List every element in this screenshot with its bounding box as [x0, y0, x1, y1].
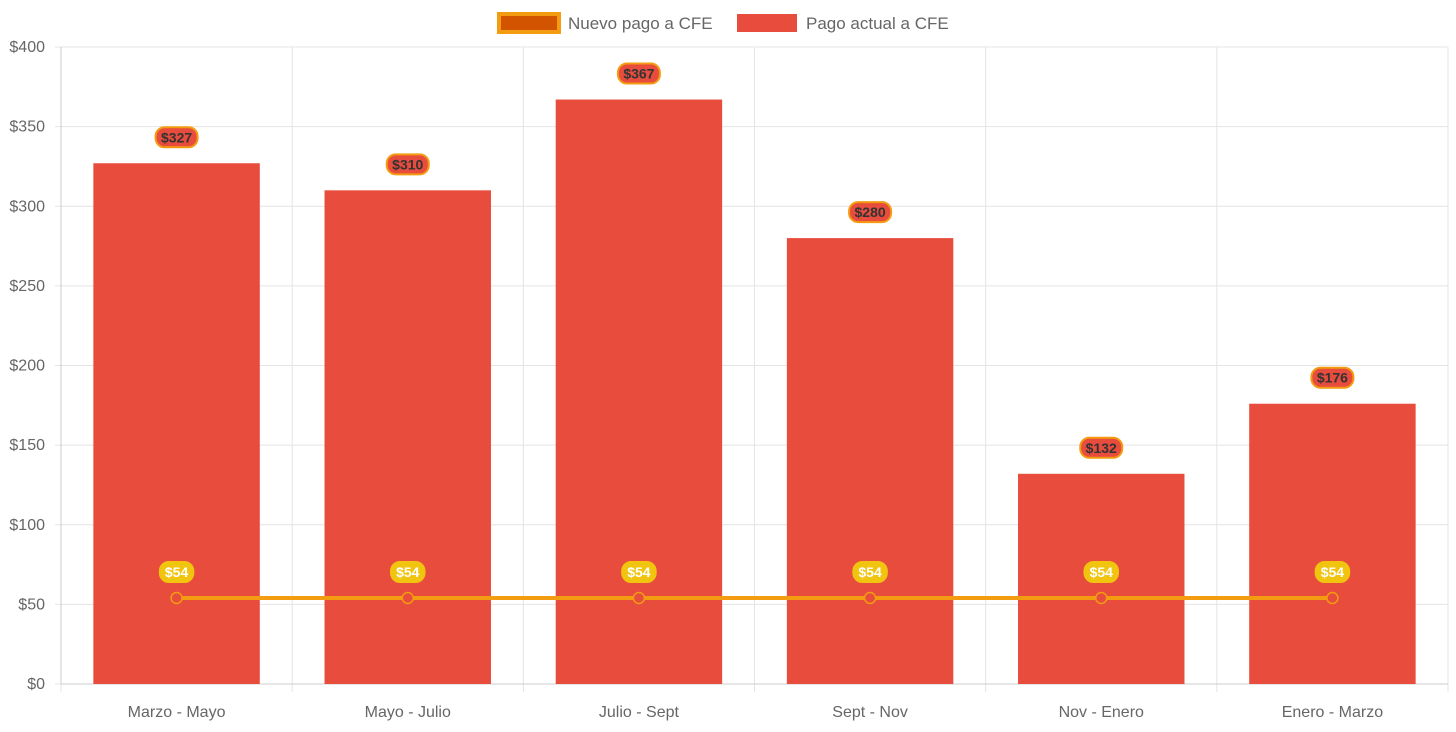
bar-data-label-bg: [1310, 366, 1355, 389]
line-data-label-bg: [621, 561, 657, 584]
y-tick-label: $100: [9, 517, 45, 534]
bar-data-label: $327: [161, 129, 192, 145]
line-data-label-bg: [1083, 561, 1119, 584]
line-data-label: $54: [165, 564, 189, 580]
line-data-label: $54: [1321, 564, 1345, 580]
y-tick-label: $150: [9, 437, 45, 454]
y-tick-label: $250: [9, 278, 45, 295]
bar-data-label: $310: [392, 156, 423, 172]
x-tick-label: Mayo - Julio: [365, 704, 451, 721]
line-point: [1326, 591, 1339, 605]
legend-swatch-actual: [737, 14, 797, 32]
line-data-label-bg: [390, 561, 426, 584]
bar-data-label: $132: [1086, 440, 1117, 456]
x-tick-label: Enero - Marzo: [1282, 704, 1383, 721]
y-tick-label: $200: [9, 358, 45, 375]
line-data-label-bg: [158, 561, 195, 584]
y-tick-label: $300: [9, 198, 45, 215]
line-data-label-bg: [1314, 561, 1351, 584]
bar-data-label-bg: [385, 153, 430, 176]
y-tick-label: $350: [9, 119, 45, 136]
x-tick-label: Marzo - Mayo: [128, 704, 226, 721]
bar-data-label-bg: [848, 201, 893, 224]
line-data-label-bg: [852, 561, 888, 584]
bar-data-label: $367: [623, 66, 654, 82]
bar: [1249, 403, 1416, 684]
line-data-label: $54: [627, 564, 651, 580]
line-data-label: $54: [396, 564, 420, 580]
legend-label-actual: Pago actual a CFE: [806, 14, 949, 33]
bar: [93, 163, 260, 684]
legend-swatch-nuevo: [497, 12, 561, 34]
x-tick-label: Nov - Enero: [1059, 704, 1144, 721]
bar-data-label: $280: [855, 204, 886, 220]
line-point: [401, 591, 414, 605]
line-point: [863, 591, 877, 605]
legend-label-nuevo: Nuevo pago a CFE: [568, 14, 713, 33]
bar: [324, 190, 491, 684]
bar-data-label-bg: [154, 126, 199, 149]
y-tick-label: $400: [9, 39, 45, 56]
y-tick-label: $0: [27, 676, 45, 693]
bar-data-label: $176: [1317, 370, 1348, 386]
bar: [555, 99, 723, 685]
line-data-label: $54: [858, 564, 882, 580]
bar: [786, 238, 954, 684]
x-tick-label: Sept - Nov: [832, 704, 908, 721]
bar-data-label-bg: [616, 62, 661, 85]
bar-data-label-bg: [1079, 436, 1124, 459]
line-point: [170, 591, 183, 605]
x-tick-label: Julio - Sept: [599, 704, 680, 721]
line-point: [632, 591, 646, 605]
y-tick-label: $50: [18, 596, 45, 613]
line-point: [1095, 591, 1108, 605]
line-data-label: $54: [1090, 564, 1114, 580]
